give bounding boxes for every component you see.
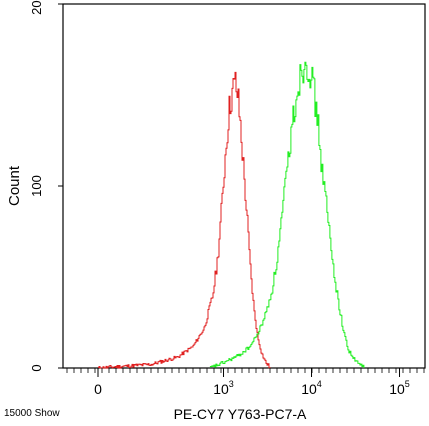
y-tick-label: 0 <box>29 364 44 371</box>
event-count-footer: 15000 Show <box>4 408 60 419</box>
x-tick-label: 104 <box>301 379 322 397</box>
x-tick-label: 0 <box>94 381 102 397</box>
series-layer <box>98 61 365 369</box>
y-tick-label: 100 <box>29 175 44 197</box>
histogram-series-0 <box>98 71 271 369</box>
x-axis-label: PE-CY7 Y763-PC7-A <box>174 406 307 422</box>
x-tick-label: 105 <box>389 379 410 397</box>
y-axis: 0 100 200 <box>29 0 63 372</box>
y-tick-label: 200 <box>29 0 44 15</box>
x-tick-label: 103 <box>213 379 234 397</box>
histogram-series-1 <box>209 61 365 368</box>
plot-frame <box>62 3 426 369</box>
x-axis: 0103104105106 <box>66 368 425 397</box>
y-axis-label: Count <box>6 165 23 206</box>
